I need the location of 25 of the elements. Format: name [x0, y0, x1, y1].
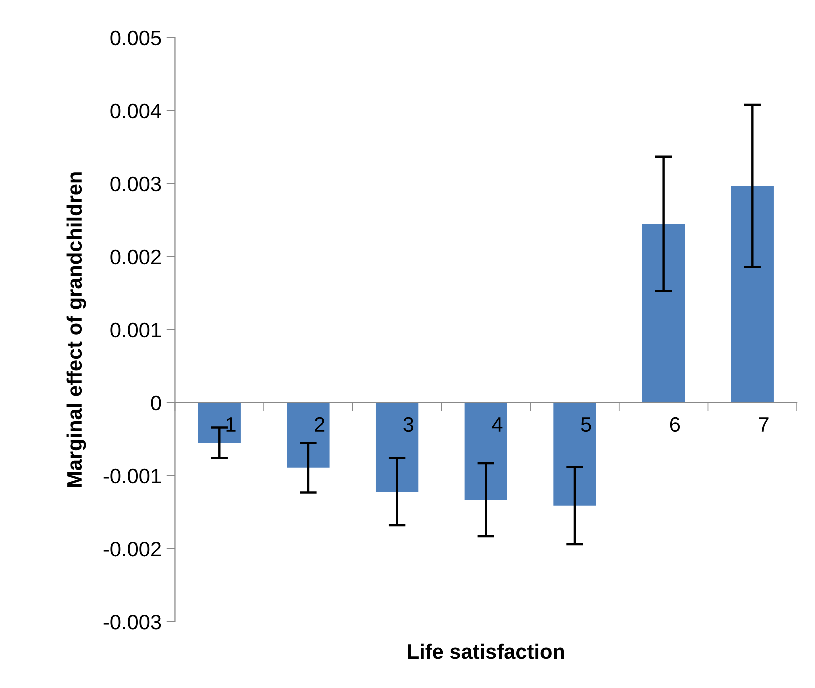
- bar: [731, 186, 774, 403]
- bar: [642, 224, 686, 403]
- y-tick-label: -0.001: [104, 468, 162, 484]
- y-tick-label: 0.004: [110, 104, 162, 119]
- y-tick-label: 0.005: [110, 30, 162, 46]
- bar: [554, 402, 596, 506]
- x-tick-label: 1: [226, 418, 236, 432]
- x-tick-label: 3: [404, 417, 414, 432]
- y-tick-label: 0: [151, 396, 162, 411]
- x-tick-label: 5: [581, 418, 592, 432]
- bar: [287, 402, 330, 468]
- y-tick-label: -0.002: [104, 542, 161, 557]
- bar: [198, 402, 241, 444]
- x-tick-label: 6: [670, 417, 680, 432]
- x-tick-label: 2: [315, 417, 325, 432]
- y-tick-label: 0.003: [110, 176, 162, 192]
- y-tick-label: 0.002: [110, 250, 161, 265]
- y-tick-label: -0.003: [104, 614, 162, 630]
- y-axis-title: Marginal effect of grandchildren: [66, 172, 86, 488]
- x-tick-label: 7: [759, 418, 769, 432]
- x-tick-label: 4: [492, 418, 503, 432]
- y-tick-label: 0.001: [110, 322, 162, 338]
- x-axis-title: Life satisfaction: [408, 644, 564, 660]
- bar: [464, 402, 508, 500]
- bar: [376, 402, 419, 492]
